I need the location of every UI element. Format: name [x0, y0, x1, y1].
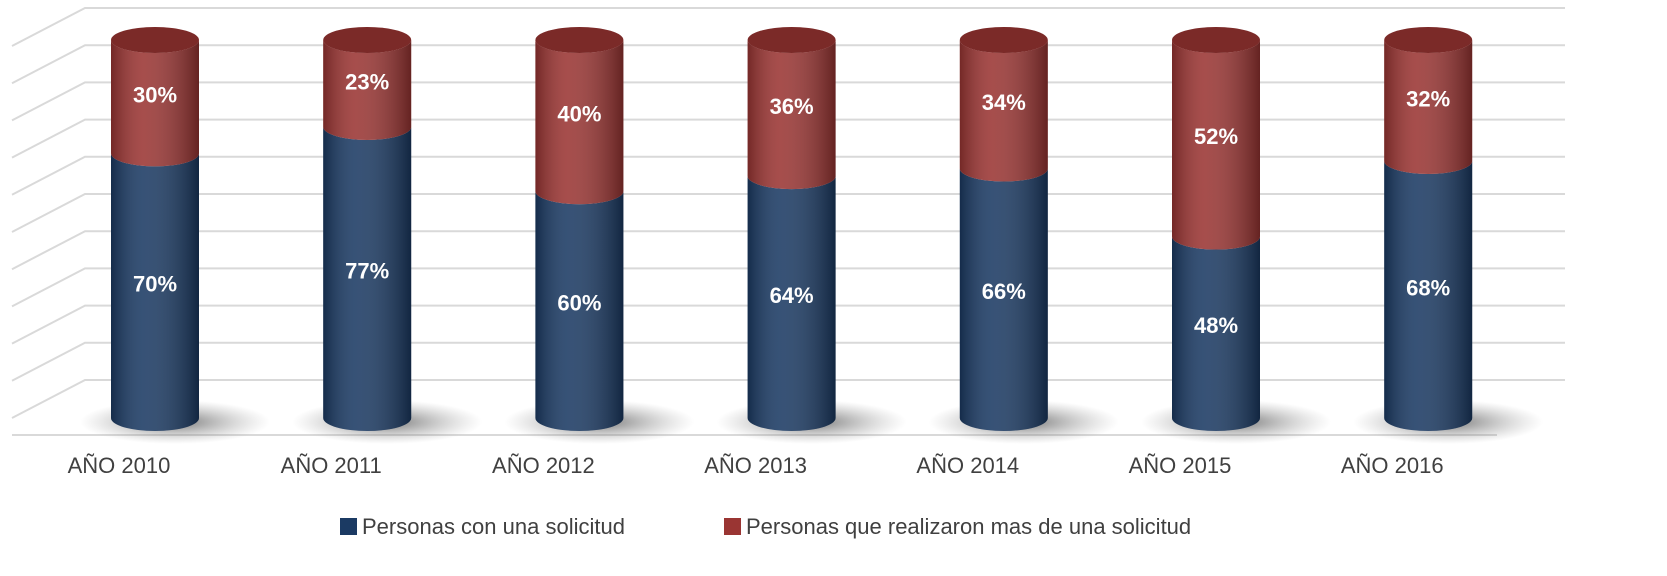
value-label: 68% [1406, 275, 1450, 300]
bar-shading [1172, 40, 1260, 250]
value-label: 36% [770, 94, 814, 119]
x-tick-label: AÑO 2011 [281, 453, 382, 478]
grid-line [11, 44, 1565, 85]
value-label: 30% [133, 83, 177, 108]
legend-label: Personas con una solicitud [362, 514, 625, 539]
legend-label: Personas que realizaron mas de una solic… [746, 514, 1191, 539]
bar-shading [1384, 160, 1473, 431]
bar-cap [1384, 27, 1473, 53]
grid-line [11, 81, 1565, 122]
legend-swatch [724, 518, 741, 535]
x-tick-label: AÑO 2015 [1129, 453, 1232, 478]
value-label: 40% [557, 101, 601, 126]
value-label: 64% [770, 283, 814, 308]
legend-swatch [340, 518, 357, 535]
value-label: 60% [557, 290, 601, 315]
grid-line [11, 304, 1565, 345]
value-label: 70% [133, 272, 177, 297]
bar-cap-shade [1384, 27, 1473, 53]
grid-line [11, 193, 1565, 233]
bar-cap [111, 27, 199, 53]
x-tick-label: AÑO 2010 [68, 453, 171, 478]
grid-line [11, 7, 1565, 47]
bar-shading [535, 191, 624, 431]
bar-cap [959, 27, 1048, 53]
bar-cap-shade [959, 27, 1048, 53]
x-tick-label: AÑO 2014 [916, 453, 1019, 478]
bar-shading [747, 40, 836, 190]
grid-line [11, 341, 1565, 382]
x-tick-label: AÑO 2013 [704, 453, 807, 478]
grid-line [11, 230, 1565, 271]
bar-shading [111, 40, 199, 167]
bar-cap [1172, 27, 1260, 53]
bar-shading [747, 176, 836, 431]
grid-line [11, 379, 1565, 419]
bar-cap [747, 27, 836, 53]
grid-line [11, 118, 1565, 159]
bar-shading [1384, 40, 1473, 174]
bar-shading [323, 126, 412, 431]
x-tick-label: AÑO 2012 [492, 453, 595, 478]
bar-shading [959, 168, 1048, 432]
value-label: 23% [345, 69, 389, 94]
bar-shading [111, 153, 199, 431]
bar-cap-shade [535, 27, 624, 53]
value-label: 52% [1194, 124, 1238, 149]
bar-cap-shade [747, 27, 836, 53]
bar-cap [323, 27, 412, 53]
value-label: 48% [1194, 313, 1238, 338]
value-label: 77% [345, 258, 389, 283]
grid-line [11, 267, 1565, 308]
bar-cap-shade [323, 27, 412, 53]
bar-shading [959, 40, 1048, 182]
bar-shading [535, 40, 624, 205]
x-tick-label: AÑO 2016 [1341, 453, 1444, 478]
bar-cap-shade [111, 27, 199, 53]
value-label: 34% [982, 90, 1026, 115]
grid-line [11, 155, 1565, 196]
bar-shading [1172, 236, 1260, 431]
bar-cap [535, 27, 624, 53]
bar-cap-shade [1172, 27, 1260, 53]
value-label: 32% [1406, 86, 1450, 111]
value-label: 66% [982, 279, 1026, 304]
bar-shading [323, 40, 412, 140]
